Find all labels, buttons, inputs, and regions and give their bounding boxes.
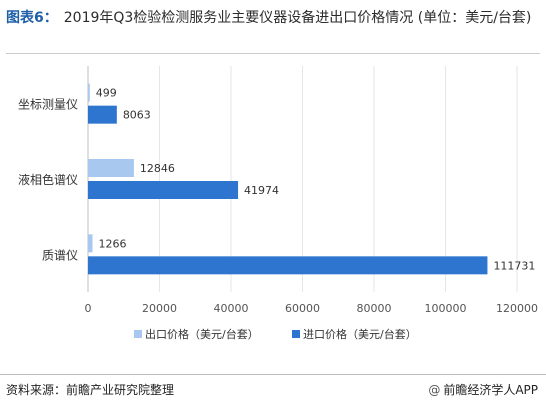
x-tick-label: 0 — [85, 302, 92, 315]
legend-swatch-import — [292, 330, 300, 338]
brand-credit: @ 前瞻经济学人APP — [428, 381, 538, 398]
category-label: 坐标测量仪 — [18, 98, 78, 112]
category-label: 液相色谱仪 — [18, 172, 78, 187]
brand-name: 前瞻经济学人APP — [443, 383, 538, 397]
legend-swatch-export — [134, 330, 142, 338]
bar-export — [88, 234, 93, 253]
bar-export — [88, 159, 134, 177]
legend-label-import: 进口价格（美元/台套） — [303, 327, 417, 341]
bar-chart: 0 20000 40000 60000 80000 100000 120000 坐标测量仪 49… — [18, 66, 538, 341]
chart-title-text: 2019年Q3检验检测服务业主要仪器设备进出口价格情况 (单位：美元/台套) — [63, 10, 532, 26]
bar-import — [88, 105, 117, 124]
data-label: 8063 — [123, 109, 151, 122]
chart-title: 图表6： 2019年Q3检验检测服务业主要仪器设备进出口价格情况 (单位：美元/台… — [6, 8, 536, 28]
x-tick-label: 120000 — [496, 302, 538, 315]
bar-import — [88, 256, 488, 275]
chart-area: 0 20000 40000 60000 80000 100000 120000 坐标测量仪 49… — [0, 58, 546, 378]
bar-export — [88, 83, 90, 102]
bar-import — [88, 181, 239, 199]
footer-divider — [0, 374, 546, 375]
legend-label-export: 出口价格（美元/台套） — [145, 327, 259, 341]
figure-label: 图表6： — [6, 10, 58, 26]
x-tick-label: 20000 — [142, 302, 177, 315]
data-label: 41974 — [244, 184, 279, 197]
x-tick-label: 40000 — [214, 302, 249, 315]
title-divider — [6, 53, 540, 54]
data-label: 1266 — [99, 237, 127, 250]
source-note: 资料来源：前瞻产业研究院整理 — [6, 383, 175, 397]
data-label: 12846 — [140, 162, 175, 175]
at-symbol: @ — [428, 383, 441, 397]
x-tick-label: 60000 — [285, 302, 320, 315]
data-label: 111731 — [493, 259, 535, 272]
category-label: 质谱仪 — [42, 248, 78, 262]
data-label: 499 — [96, 87, 117, 100]
x-tick-label: 80000 — [357, 302, 392, 315]
x-tick-label: 100000 — [425, 302, 467, 315]
